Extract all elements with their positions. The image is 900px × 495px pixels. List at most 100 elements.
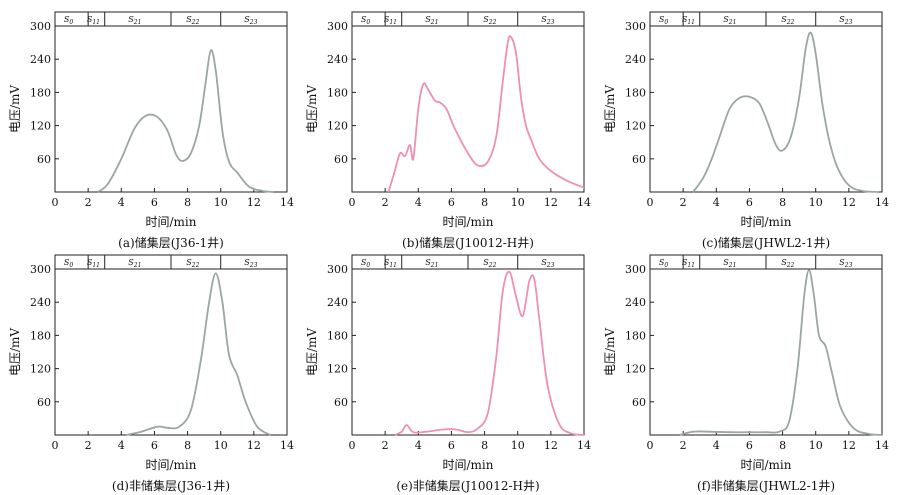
x-tick-label: 2 — [680, 439, 687, 452]
series-line — [692, 31, 879, 193]
segment-label: S22 — [781, 15, 794, 26]
x-tick-label: 10 — [214, 439, 228, 452]
y-axis-label: 电压/mV — [603, 328, 617, 376]
y-tick-label: 120 — [327, 363, 348, 376]
y-tick-label: 240 — [625, 53, 646, 66]
segment-label-sub: 22 — [786, 19, 795, 26]
x-tick-label: 12 — [842, 439, 856, 452]
segment-label-sub: 21 — [430, 262, 439, 269]
segment-label-base: S — [839, 15, 845, 24]
x-tick-label: 14 — [577, 196, 591, 209]
y-tick-label: 240 — [30, 53, 51, 66]
segment-label-sub: 23 — [249, 262, 258, 269]
series-line — [387, 35, 585, 193]
segment-label-base: S — [186, 258, 192, 267]
y-axis-label: 电压/mV — [603, 85, 617, 133]
x-tick-label: 4 — [713, 439, 720, 452]
x-tick-label: 14 — [875, 196, 889, 209]
y-tick-label: 240 — [625, 296, 646, 309]
segment-label: S0 — [64, 15, 73, 26]
y-axis-label: 电压/mV — [8, 85, 22, 133]
y-tick-label: 240 — [327, 53, 348, 66]
segment-label-sub: 23 — [546, 19, 555, 26]
segment-label-sub: 0 — [664, 262, 668, 269]
y-tick-label: 60 — [632, 153, 646, 166]
segment-label: S11 — [384, 15, 397, 26]
x-tick-label: 6 — [746, 196, 753, 209]
segment-label: S11 — [682, 15, 695, 26]
segment-label-base: S — [682, 15, 688, 24]
panel-caption: (a)储集层(J36-1井) — [118, 235, 224, 250]
x-tick-label: 8 — [184, 196, 191, 209]
y-tick-label: 120 — [625, 363, 646, 376]
y-axis-label: 电压/mV — [8, 328, 22, 376]
segment-label: S22 — [781, 258, 794, 269]
y-tick-label: 120 — [625, 120, 646, 133]
y-tick-label: 300 — [625, 263, 646, 276]
plot-frame — [649, 268, 883, 436]
segment-label: S23 — [839, 15, 852, 26]
y-axis-label: 电压/mV — [305, 328, 319, 376]
y-tick-label: 60 — [334, 396, 348, 409]
y-tick-label: 60 — [632, 396, 646, 409]
segment-label-base: S — [659, 15, 665, 24]
segment-label: S22 — [483, 15, 496, 26]
series-line — [679, 269, 883, 436]
y-tick-label: 180 — [327, 329, 348, 342]
x-tick-label: 12 — [544, 439, 558, 452]
y-axis-label: 电压/mV — [305, 85, 319, 133]
segment-label-base: S — [781, 15, 787, 24]
y-tick-label: 120 — [30, 363, 51, 376]
segment-label-sub: 21 — [133, 262, 142, 269]
segment-label-sub: 21 — [728, 262, 737, 269]
panel-caption: (e)非储集层(J10012-H井) — [396, 478, 539, 493]
segment-label-base: S — [541, 258, 547, 267]
segment-label: S23 — [839, 258, 852, 269]
segment-label: S0 — [64, 258, 73, 269]
x-axis-label: 时间/min — [741, 458, 792, 472]
segment-label: S23 — [541, 258, 554, 269]
y-tick-label: 240 — [327, 296, 348, 309]
x-tick-label: 8 — [779, 196, 786, 209]
segment-label-sub: 22 — [488, 262, 497, 269]
y-tick-label: 180 — [625, 329, 646, 342]
segment-label: S23 — [244, 258, 257, 269]
segment-label: S23 — [541, 15, 554, 26]
x-tick-label: 14 — [280, 439, 294, 452]
segment-label: S0 — [361, 258, 370, 269]
panel-caption: (d)非储集层(J36-1井) — [112, 478, 230, 493]
segment-label-sub: 21 — [133, 19, 142, 26]
x-tick-label: 0 — [52, 439, 59, 452]
segment-label-base: S — [781, 258, 787, 267]
segment-label-sub: 21 — [728, 19, 737, 26]
segment-label-sub: 11 — [92, 262, 100, 269]
plot-frame — [351, 25, 585, 193]
x-tick-label: 4 — [118, 439, 125, 452]
x-tick-label: 12 — [247, 196, 261, 209]
x-tick-label: 6 — [448, 439, 455, 452]
x-tick-label: 10 — [809, 196, 823, 209]
segment-label-sub: 22 — [191, 19, 200, 26]
segment-label-sub: 22 — [786, 262, 795, 269]
panel-caption: (c)储集层(JHWL2-1井) — [702, 235, 830, 250]
segment-label-base: S — [682, 258, 688, 267]
x-tick-label: 6 — [746, 439, 753, 452]
panel-caption: (f)非储集层(JHWL2-1井) — [697, 478, 835, 493]
y-tick-label: 300 — [30, 20, 51, 33]
segment-label-sub: 11 — [687, 19, 695, 26]
segment-label-sub: 23 — [249, 19, 258, 26]
segment-label-base: S — [659, 258, 665, 267]
x-tick-label: 6 — [151, 439, 158, 452]
segment-label-base: S — [483, 258, 489, 267]
segment-label-base: S — [839, 258, 845, 267]
segment-label-sub: 11 — [687, 262, 695, 269]
y-tick-label: 60 — [37, 396, 51, 409]
y-tick-label: 180 — [30, 329, 51, 342]
x-tick-label: 10 — [511, 196, 525, 209]
segment-label: S21 — [723, 15, 736, 26]
segment-label-base: S — [87, 258, 93, 267]
